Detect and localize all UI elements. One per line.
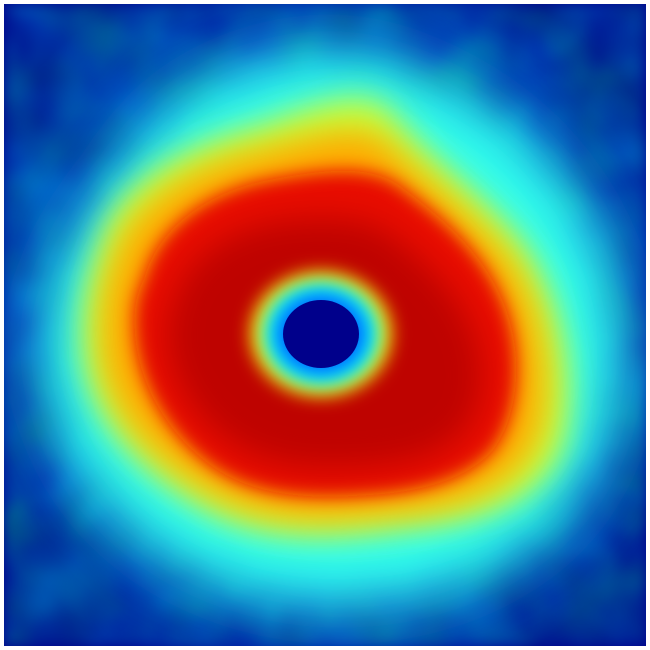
heatmap-svg <box>4 4 646 646</box>
center-hole <box>283 300 359 368</box>
ring-heatmap <box>4 4 646 646</box>
